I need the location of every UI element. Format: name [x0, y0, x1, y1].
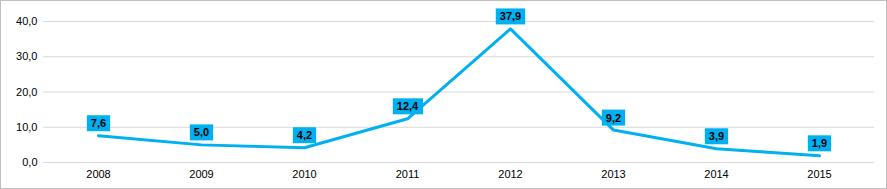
svg-text:12,4: 12,4 — [397, 100, 419, 112]
svg-text:1,9: 1,9 — [812, 137, 827, 149]
svg-text:2011: 2011 — [396, 168, 420, 180]
svg-text:2008: 2008 — [86, 168, 110, 180]
svg-text:4,2: 4,2 — [297, 129, 312, 141]
svg-text:2012: 2012 — [498, 168, 522, 180]
svg-text:0,0: 0,0 — [22, 156, 37, 168]
svg-text:2010: 2010 — [292, 168, 316, 180]
svg-text:9,2: 9,2 — [606, 112, 621, 124]
svg-text:37,9: 37,9 — [500, 10, 521, 22]
svg-text:2015: 2015 — [807, 168, 831, 180]
svg-text:40,0: 40,0 — [16, 15, 37, 27]
svg-text:5,0: 5,0 — [194, 126, 209, 138]
svg-text:7,6: 7,6 — [91, 117, 106, 129]
svg-text:20,0: 20,0 — [16, 86, 37, 98]
svg-text:30,0: 30,0 — [16, 50, 37, 62]
svg-text:2013: 2013 — [601, 168, 625, 180]
svg-text:2014: 2014 — [704, 168, 728, 180]
svg-text:3,9: 3,9 — [709, 130, 724, 142]
svg-text:2009: 2009 — [189, 168, 213, 180]
svg-text:10,0: 10,0 — [16, 121, 37, 133]
